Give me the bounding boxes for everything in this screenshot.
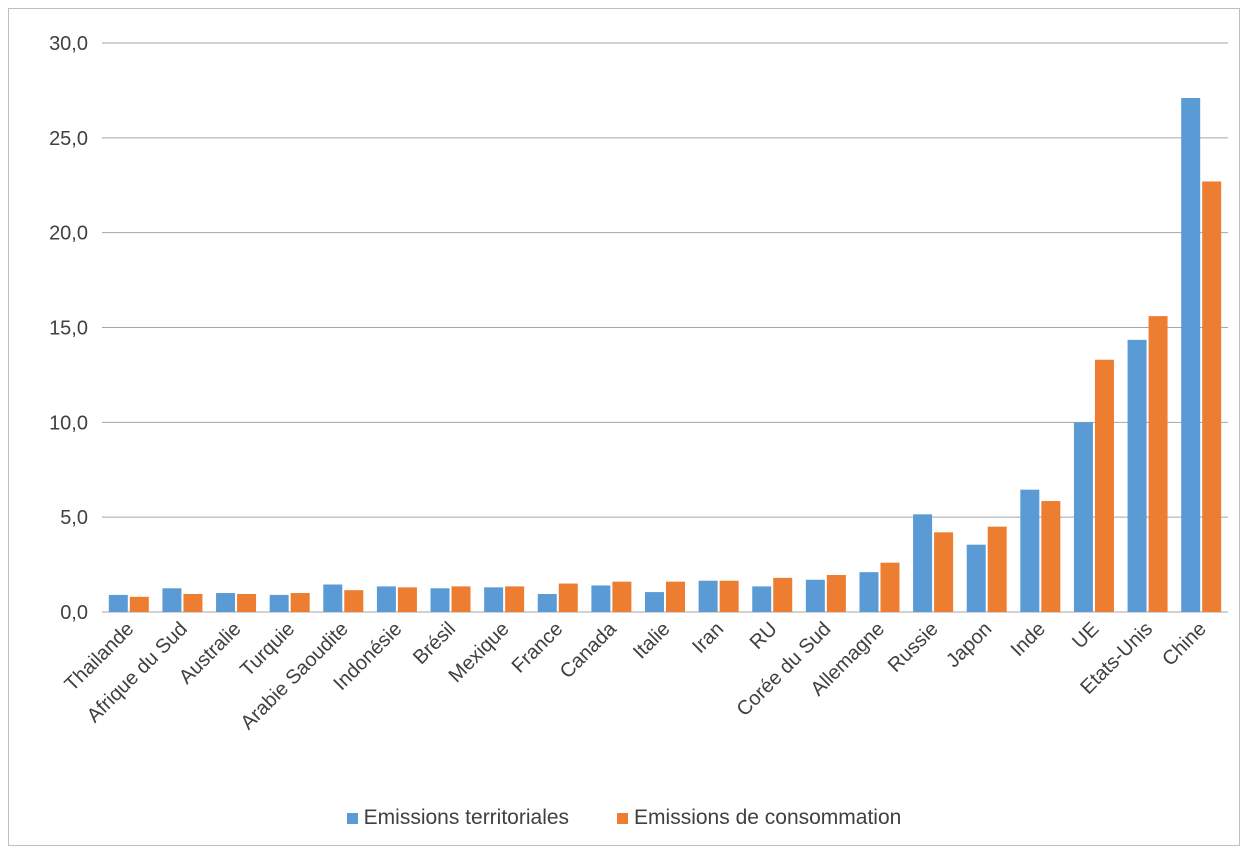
bar — [1094, 359, 1114, 612]
legend-item-territoriales: Emissions territoriales — [346, 806, 570, 830]
bar — [1148, 316, 1168, 612]
legend-swatch-consommation — [617, 812, 629, 824]
bar — [323, 584, 343, 612]
bar — [666, 581, 685, 612]
bar — [859, 572, 879, 612]
bar — [216, 593, 236, 612]
bar — [290, 593, 310, 612]
bar — [1041, 501, 1061, 612]
bar — [269, 594, 289, 612]
bar — [451, 586, 471, 612]
bar — [987, 526, 1007, 612]
bar — [183, 593, 203, 612]
bar — [966, 544, 986, 612]
bar — [698, 580, 718, 612]
bar — [612, 581, 632, 612]
bar — [537, 593, 557, 612]
x-tick-label: Chine — [1158, 618, 1211, 671]
x-tick-label: Inde — [1007, 618, 1050, 661]
bar — [376, 586, 396, 612]
bar — [591, 585, 611, 612]
bar — [1127, 339, 1147, 612]
bar — [913, 514, 933, 612]
legend-item-consommation: Emissions de consommation — [617, 806, 901, 830]
legend-swatch-territoriales — [346, 812, 358, 824]
bar — [1181, 98, 1201, 612]
bar — [1073, 422, 1093, 612]
legend-label-consommation: Emissions de consommation — [634, 806, 902, 829]
bar — [558, 583, 578, 612]
bar — [237, 593, 257, 612]
bar — [344, 590, 364, 612]
y-tick-label: 15,0 — [49, 318, 88, 340]
y-tick-label: 0,0 — [60, 602, 88, 624]
legend: Emissions territoriales Emissions de con… — [0, 806, 1248, 830]
bar — [108, 594, 128, 612]
bar — [397, 587, 417, 612]
x-tick-label: Brésil — [409, 618, 460, 669]
chart-frame — [8, 8, 1240, 846]
bar — [1020, 489, 1040, 612]
x-tick-label: Mexique — [445, 618, 514, 687]
x-tick-label: Canada — [556, 617, 622, 683]
bar — [162, 588, 182, 612]
bar-chart: 0,05,010,015,020,025,030,0ThailandeAfriq… — [49, 33, 1228, 734]
x-tick-label: UE — [1068, 618, 1103, 653]
bar — [773, 577, 793, 612]
x-tick-label: Iran — [688, 618, 728, 658]
y-tick-label: 10,0 — [49, 412, 88, 434]
bar — [805, 579, 825, 612]
bar — [430, 588, 450, 612]
bar — [484, 587, 504, 612]
x-tick-label: Corée du Sud — [733, 618, 836, 721]
y-tick-label: 30,0 — [49, 33, 88, 55]
y-tick-label: 20,0 — [49, 223, 88, 245]
bar — [880, 562, 900, 612]
x-tick-label: RU — [746, 618, 782, 654]
bar — [645, 592, 664, 612]
x-tick-label: Italie — [629, 618, 674, 663]
x-tick-label: Japon — [942, 618, 996, 672]
bar — [505, 586, 525, 612]
bar — [719, 580, 739, 612]
legend-label-territoriales: Emissions territoriales — [363, 806, 570, 829]
y-tick-label: 5,0 — [60, 507, 88, 529]
x-tick-label: Russie — [884, 618, 943, 677]
y-tick-label: 25,0 — [49, 128, 88, 150]
bar — [752, 586, 772, 612]
bar — [934, 532, 954, 612]
bar — [129, 596, 149, 612]
bar — [1202, 181, 1222, 612]
bar — [826, 575, 846, 612]
